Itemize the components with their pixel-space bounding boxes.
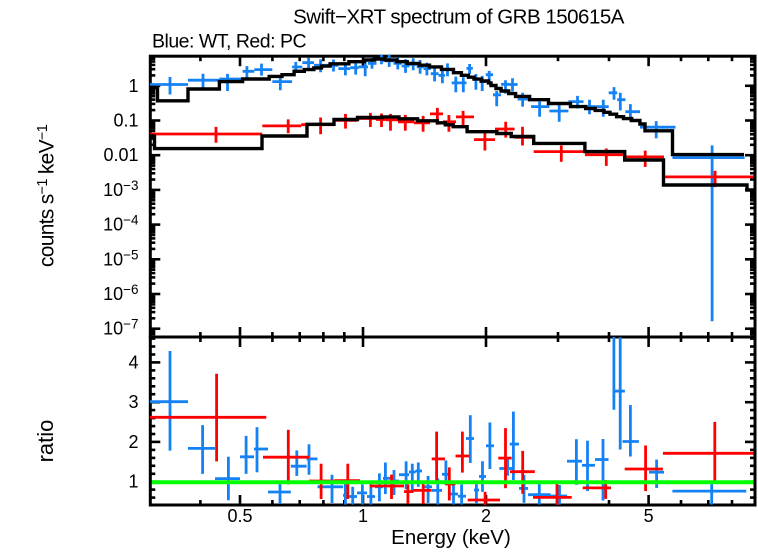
svg-text:ratio: ratio [33,420,58,463]
svg-text:Swift−XRT spectrum of GRB 1506: Swift−XRT spectrum of GRB 150615A [293,5,625,28]
svg-text:0.1: 0.1 [113,111,138,131]
svg-text:3: 3 [128,392,138,412]
svg-text:1: 1 [128,472,138,492]
svg-text:Energy (keV): Energy (keV) [391,526,511,549]
svg-text:5: 5 [644,506,654,526]
svg-text:Blue: WT, Red: PC: Blue: WT, Red: PC [152,30,306,52]
svg-text:1: 1 [128,76,138,96]
svg-text:2: 2 [128,432,138,452]
svg-text:1: 1 [358,506,368,526]
svg-text:0.01: 0.01 [103,145,138,165]
svg-text:0.5: 0.5 [227,506,252,526]
svg-text:2: 2 [481,506,491,526]
svg-text:counts s−1 keV−1: counts s−1 keV−1 [35,124,59,267]
svg-text:4: 4 [128,352,138,372]
